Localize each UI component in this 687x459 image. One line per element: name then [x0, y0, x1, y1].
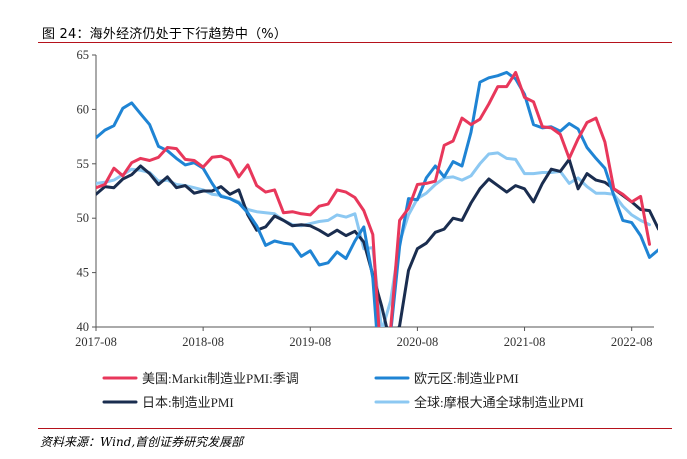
source-note: 资料来源：Wind,首创证券研究发展部: [40, 435, 244, 449]
chart-legend: 美国:Markit制造业PMI:季调 欧元区:制造业PMI 日本:制造业PMI 全球:…: [102, 371, 584, 410]
legend-label: 欧元区:制造业PMI: [414, 371, 519, 386]
legend-label: 日本:制造业PMI: [142, 395, 234, 410]
series-line-2: [96, 70, 658, 327]
legend-label: 全球:摩根大通全球制造业PMI: [414, 395, 584, 410]
y-tick-label: 50: [77, 211, 90, 225]
chart-axes: 40 45 50 55 60 65 2017-08 2018-08 2019-08 2020-08…: [75, 48, 654, 349]
x-tick-label: 2020-08: [397, 335, 439, 349]
y-tick-label: 40: [77, 320, 90, 334]
x-tick-label: 2017-08: [75, 335, 117, 349]
x-tick-label: 2021-08: [504, 335, 546, 349]
legend-label: 美国:Markit制造业PMI:季调: [142, 371, 299, 386]
title-rule: [38, 42, 672, 43]
page-title: 图 24：海外经济仍处于下行趋势中（%）: [42, 27, 288, 42]
y-tick-label: 45: [77, 266, 90, 280]
x-tick-label: 2018-08: [182, 335, 224, 349]
chart-series-layer: [96, 70, 658, 327]
source-rule: [38, 428, 672, 429]
series-line-1: [96, 70, 651, 327]
y-tick-label: 65: [77, 48, 90, 62]
y-tick-label: 60: [77, 102, 90, 116]
x-tick-label: 2022-08: [611, 335, 653, 349]
x-tick-label: 2019-08: [289, 335, 331, 349]
y-tick-label: 55: [77, 157, 90, 171]
